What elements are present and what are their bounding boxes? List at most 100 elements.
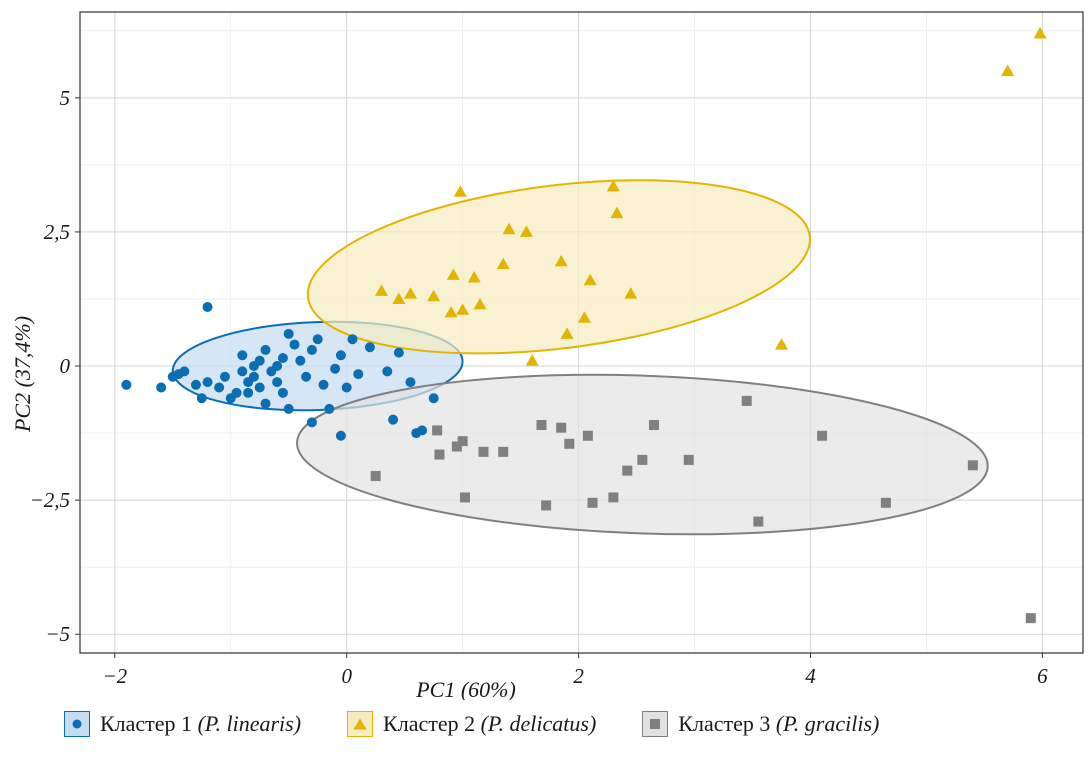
y-tick-label: −5 xyxy=(45,622,70,646)
data-point-cluster-2 xyxy=(453,185,467,197)
data-point-cluster-1 xyxy=(335,350,346,361)
y-axis-ticks: −5 −2,5 0 2,5 5 xyxy=(30,86,80,646)
data-point-cluster-1 xyxy=(335,430,346,441)
series-cluster-1 xyxy=(121,302,439,441)
data-point-cluster-2 xyxy=(444,305,458,318)
data-point-cluster-1 xyxy=(364,342,375,353)
x-tick-label: −2 xyxy=(102,664,127,688)
data-point-cluster-3 xyxy=(478,446,489,457)
data-point-cluster-2 xyxy=(427,289,441,302)
legend-key-square-icon xyxy=(642,711,669,737)
data-point-cluster-1 xyxy=(353,369,364,380)
data-point-cluster-3 xyxy=(880,497,891,508)
data-point-cluster-1 xyxy=(231,387,242,398)
data-point-cluster-1 xyxy=(417,425,428,436)
data-point-cluster-1 xyxy=(388,414,399,425)
data-point-cluster-1 xyxy=(237,350,248,361)
data-point-cluster-2 xyxy=(456,303,470,315)
legend-label-cluster-3: Кластер 3 (P. gracilis) xyxy=(678,711,880,736)
data-point-cluster-2 xyxy=(392,292,406,304)
data-point-cluster-3 xyxy=(622,465,633,476)
data-point-cluster-1 xyxy=(295,355,306,366)
data-point-cluster-3 xyxy=(432,425,443,436)
data-points xyxy=(121,26,1047,624)
series-cluster-2 xyxy=(374,26,1047,366)
data-point-cluster-1 xyxy=(341,382,352,393)
data-point-cluster-1 xyxy=(289,339,300,350)
data-point-cluster-2 xyxy=(610,206,624,219)
confidence-ellipse-cluster-2 xyxy=(306,179,811,355)
data-point-cluster-2 xyxy=(446,268,460,280)
data-point-cluster-3 xyxy=(556,422,567,433)
y-tick-label: 2,5 xyxy=(44,220,70,244)
data-point-cluster-1 xyxy=(318,379,329,390)
data-point-cluster-2 xyxy=(502,222,516,235)
data-point-cluster-2 xyxy=(624,287,638,299)
data-point-cluster-1 xyxy=(277,352,288,363)
data-point-cluster-3 xyxy=(683,454,694,465)
data-point-cluster-2 xyxy=(374,284,388,296)
pca-scatter-chart: −2 0 2 4 6 −5 −2,5 0 2,5 5 PC1 (60%) PC2 (37,4%) xyxy=(10,11,1084,700)
x-axis-ticks: −2 0 2 4 6 xyxy=(102,653,1048,688)
data-point-cluster-2 xyxy=(496,257,510,270)
data-point-cluster-1 xyxy=(283,328,294,339)
x-tick-label: 6 xyxy=(1037,664,1048,688)
data-point-cluster-2 xyxy=(1001,64,1015,77)
legend-item-cluster-3: Кластер 3 (P. gracilis) xyxy=(642,711,879,737)
data-point-cluster-3 xyxy=(370,470,381,481)
data-point-cluster-1 xyxy=(405,377,416,388)
data-point-cluster-1 xyxy=(301,371,312,382)
data-point-cluster-3 xyxy=(608,492,619,503)
data-point-cluster-3 xyxy=(587,497,598,508)
data-point-cluster-2 xyxy=(583,273,597,286)
data-point-cluster-2 xyxy=(554,254,568,267)
data-point-cluster-1 xyxy=(347,334,358,345)
data-point-cluster-1 xyxy=(260,344,271,355)
data-point-cluster-3 xyxy=(1025,613,1036,624)
data-point-cluster-3 xyxy=(457,436,468,447)
x-axis-title: PC1 (60%) xyxy=(415,677,516,700)
data-point-cluster-3 xyxy=(741,395,752,406)
series-cluster-3 xyxy=(370,395,1036,624)
x-tick-label: 4 xyxy=(805,664,816,688)
data-point-cluster-3 xyxy=(967,460,978,471)
confidence-ellipses xyxy=(171,179,989,536)
legend-key-circle-icon xyxy=(64,711,90,737)
y-axis-title: PC2 (37,4%) xyxy=(10,316,35,433)
data-point-cluster-1 xyxy=(190,379,201,390)
data-point-cluster-1 xyxy=(382,366,393,377)
data-point-cluster-2 xyxy=(775,338,789,350)
legend-label-cluster-2: Кластер 2 (P. delicatus) xyxy=(383,711,597,736)
legend-label-cluster-1: Кластер 1 (P. linearis) xyxy=(100,711,302,736)
data-point-cluster-1 xyxy=(283,403,294,414)
data-point-cluster-1 xyxy=(254,355,265,366)
data-point-cluster-1 xyxy=(306,417,317,428)
data-point-cluster-1 xyxy=(202,302,213,313)
plot-border xyxy=(79,11,1084,654)
data-point-cluster-1 xyxy=(272,361,283,372)
data-point-cluster-1 xyxy=(219,371,230,382)
data-point-cluster-1 xyxy=(196,393,207,404)
data-point-cluster-1 xyxy=(428,393,439,404)
data-point-cluster-3 xyxy=(753,516,764,527)
data-point-cluster-1 xyxy=(156,382,167,393)
legend: Кластер 1 (P. linearis) Кластер 2 (P. de… xyxy=(0,702,1091,746)
data-point-cluster-2 xyxy=(403,287,417,299)
data-point-cluster-2 xyxy=(1033,26,1047,39)
data-point-cluster-1 xyxy=(330,363,341,374)
data-point-cluster-1 xyxy=(202,377,213,388)
data-point-cluster-1 xyxy=(277,387,288,398)
data-point-cluster-1 xyxy=(179,366,190,377)
x-tick-label: 0 xyxy=(341,664,352,688)
data-point-cluster-1 xyxy=(324,403,335,414)
data-point-cluster-1 xyxy=(393,347,404,358)
legend-item-cluster-2: Кластер 2 (P. delicatus) xyxy=(347,711,596,737)
data-point-cluster-3 xyxy=(541,500,552,511)
data-point-cluster-2 xyxy=(519,225,533,237)
data-point-cluster-3 xyxy=(564,438,575,449)
data-point-cluster-3 xyxy=(434,449,445,460)
data-point-cluster-1 xyxy=(272,377,283,388)
data-point-cluster-3 xyxy=(637,454,648,465)
y-tick-label: 0 xyxy=(60,354,71,378)
y-tick-label: 5 xyxy=(60,86,71,110)
